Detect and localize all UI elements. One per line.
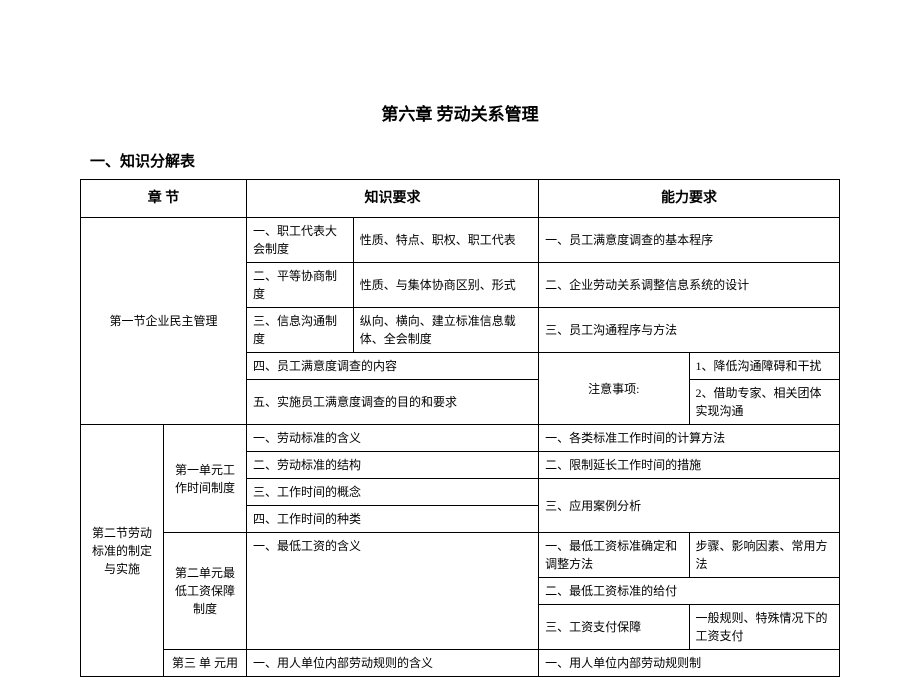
header-chapter: 章 节 [81, 180, 247, 218]
cell: 五、实施员工满意度调查的目的和要求 [247, 380, 539, 425]
cell: 三、应用案例分析 [539, 479, 840, 533]
cell: 二、平等协商制度 [247, 263, 354, 308]
cell: 二、最低工资标准的给付 [539, 578, 840, 605]
cell: 一、最低工资标准确定和调整方法 [539, 533, 689, 578]
header-ability: 能力要求 [539, 180, 840, 218]
cell: 四、员工满意度调查的内容 [247, 353, 539, 380]
unit-name: 第一单元工作时间制度 [164, 425, 247, 533]
table-header-row: 章 节 知识要求 能力要求 [81, 180, 840, 218]
unit-name: 第三 单 元用 [164, 650, 247, 677]
cell: 二、企业劳动关系调整信息系统的设计 [539, 263, 840, 308]
unit-name: 第二单元最低工资保障制度 [164, 533, 247, 650]
cell: 注意事项: [539, 353, 689, 425]
section-name: 第一节企业民主管理 [81, 218, 247, 425]
cell: 一、劳动标准的含义 [247, 425, 539, 452]
cell: 步骤、影响因素、常用方法 [689, 533, 839, 578]
cell: 二、限制延长工作时间的措施 [539, 452, 840, 479]
knowledge-table: 章 节 知识要求 能力要求 第一节企业民主管理 一、职工代表大会制度 性质、特点… [80, 179, 840, 677]
section-name: 第二节劳动标准的制定与实施 [81, 425, 164, 677]
section-subtitle: 一、知识分解表 [90, 150, 840, 171]
cell: 1、降低沟通障碍和干扰 [689, 353, 839, 380]
cell: 2、借助专家、相关团体实现沟通 [689, 380, 839, 425]
document-page: 第六章 劳动关系管理 一、知识分解表 章 节 知识要求 能力要求 第一节企业民主… [0, 0, 920, 697]
cell: 一、各类标准工作时间的计算方法 [539, 425, 840, 452]
chapter-title: 第六章 劳动关系管理 [80, 100, 840, 125]
cell: 三、工资支付保障 [539, 605, 689, 650]
cell: 一、员工满意度调查的基本程序 [539, 218, 840, 263]
cell: 性质、特点、职权、职工代表 [353, 218, 538, 263]
cell: 三、员工沟通程序与方法 [539, 308, 840, 353]
cell: 一、最低工资的含义 [247, 533, 539, 650]
cell: 二、劳动标准的结构 [247, 452, 539, 479]
cell: 四、工作时间的种类 [247, 506, 539, 533]
cell: 一、用人单位内部劳动规则制 [539, 650, 840, 677]
cell: 一、用人单位内部劳动规则的含义 [247, 650, 539, 677]
cell: 一、职工代表大会制度 [247, 218, 354, 263]
cell: 三、工作时间的概念 [247, 479, 539, 506]
cell: 性质、与集体协商区别、形式 [353, 263, 538, 308]
cell: 一般规则、特殊情况下的工资支付 [689, 605, 839, 650]
header-knowledge: 知识要求 [247, 180, 539, 218]
table-row: 第二节劳动标准的制定与实施 第一单元工作时间制度 一、劳动标准的含义 一、各类标… [81, 425, 840, 452]
table-row: 第二单元最低工资保障制度 一、最低工资的含义 一、最低工资标准确定和调整方法 步… [81, 533, 840, 578]
table-row: 第一节企业民主管理 一、职工代表大会制度 性质、特点、职权、职工代表 一、员工满… [81, 218, 840, 263]
cell: 纵向、横向、建立标准信息载体、全会制度 [353, 308, 538, 353]
table-row: 第三 单 元用 一、用人单位内部劳动规则的含义 一、用人单位内部劳动规则制 [81, 650, 840, 677]
cell: 三、信息沟通制度 [247, 308, 354, 353]
